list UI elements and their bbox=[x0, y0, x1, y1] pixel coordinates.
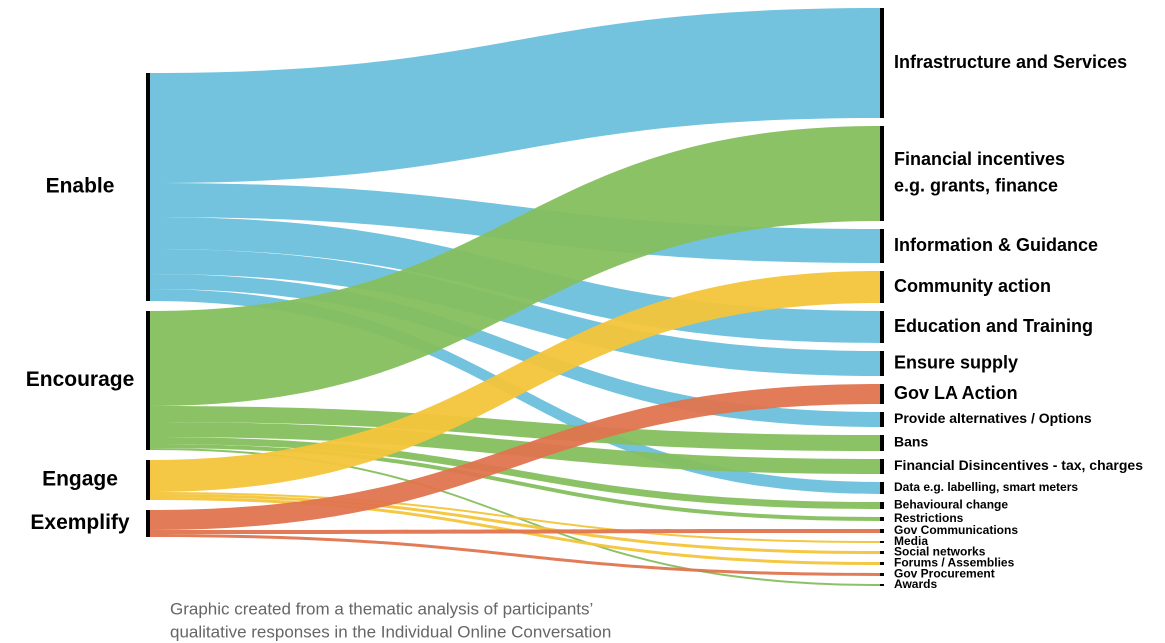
target-node bbox=[880, 551, 884, 554]
source-label: Enable bbox=[46, 175, 115, 198]
target-label: Information & Guidance bbox=[894, 235, 1098, 255]
flow bbox=[150, 494, 880, 554]
target-node bbox=[880, 229, 884, 263]
flow bbox=[150, 274, 880, 427]
target-label: Awards bbox=[894, 577, 937, 591]
target-label: Gov Communications bbox=[894, 523, 1018, 537]
target-label: Gov Procurement bbox=[894, 567, 995, 581]
source-label: Exemplify bbox=[30, 511, 130, 534]
target-node bbox=[880, 126, 884, 221]
source-label: Engage bbox=[42, 468, 118, 491]
flow bbox=[150, 384, 880, 530]
target-label: Ensure supply bbox=[894, 352, 1018, 372]
source-label: Encourage bbox=[26, 368, 135, 391]
target-node bbox=[880, 482, 884, 494]
target-label: Education and Training bbox=[894, 316, 1093, 336]
flow bbox=[150, 437, 880, 509]
target-label: Bans bbox=[894, 434, 928, 450]
target-label: Data e.g. labelling, smart meters bbox=[894, 480, 1078, 494]
target-node bbox=[880, 384, 884, 404]
target-node bbox=[880, 271, 884, 303]
target-label: Behavioural change bbox=[894, 498, 1008, 512]
source-node bbox=[146, 510, 150, 537]
target-node bbox=[880, 529, 884, 533]
target-node bbox=[880, 584, 884, 586]
target-label: Community action bbox=[894, 276, 1051, 296]
target-label: Financial incentives bbox=[894, 149, 1065, 169]
target-label: Media bbox=[894, 534, 928, 548]
source-node bbox=[146, 460, 150, 500]
target-label: Restrictions bbox=[894, 511, 964, 525]
source-node bbox=[146, 73, 150, 301]
target-node bbox=[880, 435, 884, 451]
target-node bbox=[880, 502, 884, 509]
target-node bbox=[880, 459, 884, 474]
target-node bbox=[880, 412, 884, 427]
caption: Graphic created from a thematic analysis… bbox=[170, 599, 593, 618]
target-label: Infrastructure and Services bbox=[894, 52, 1127, 72]
target-label: Social networks bbox=[894, 545, 986, 559]
target-node bbox=[880, 573, 884, 576]
target-label: e.g. grants, finance bbox=[894, 175, 1058, 195]
target-node bbox=[880, 562, 884, 565]
flow bbox=[150, 406, 880, 451]
flow bbox=[150, 534, 880, 576]
target-node bbox=[880, 541, 884, 543]
flow bbox=[150, 126, 880, 406]
flow bbox=[150, 529, 880, 534]
target-label: Gov LA Action bbox=[894, 383, 1018, 403]
flow bbox=[150, 271, 880, 492]
target-node bbox=[880, 517, 884, 521]
caption: qualitative responses in the Individual … bbox=[170, 622, 611, 641]
target-node bbox=[880, 351, 884, 376]
target-node bbox=[880, 8, 884, 118]
target-node bbox=[880, 311, 884, 343]
flow bbox=[150, 8, 880, 183]
target-label: Forums / Assemblies bbox=[894, 556, 1015, 570]
source-node bbox=[146, 311, 150, 450]
flow bbox=[150, 444, 880, 521]
target-label: Financial Disincentives - tax, charges bbox=[894, 457, 1143, 473]
target-label: Provide alternatives / Options bbox=[894, 410, 1092, 426]
flow bbox=[150, 492, 880, 543]
